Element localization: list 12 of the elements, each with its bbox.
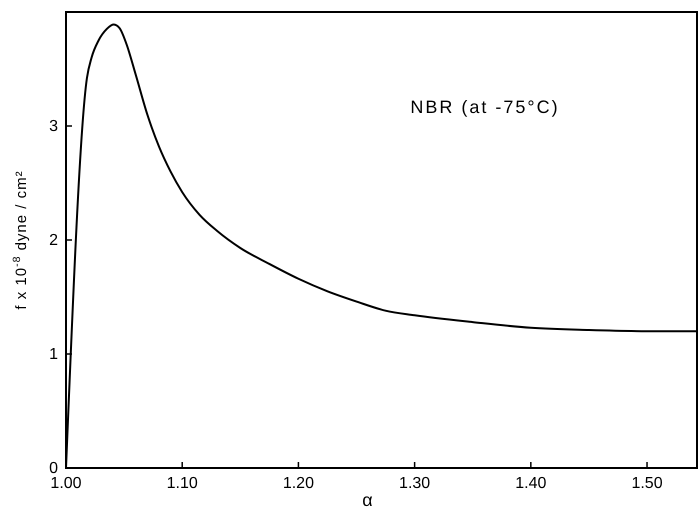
y-tick-label: 2 bbox=[49, 232, 58, 249]
y-tick-label: 1 bbox=[49, 346, 58, 363]
y-tick-label: 3 bbox=[49, 118, 58, 135]
x-tick-label: 1.20 bbox=[282, 475, 314, 492]
x-tick-label: 1.50 bbox=[631, 475, 663, 492]
x-tick-label: 1.30 bbox=[399, 475, 430, 492]
annotation: NBR (at -75°C) bbox=[410, 97, 560, 117]
x-tick-label: 1.00 bbox=[50, 475, 82, 492]
y-tick-label: 0 bbox=[49, 460, 58, 477]
x-axis-title: α bbox=[362, 490, 373, 510]
x-tick-label: 1.10 bbox=[166, 475, 198, 492]
x-tick-label: 1.40 bbox=[515, 475, 546, 492]
